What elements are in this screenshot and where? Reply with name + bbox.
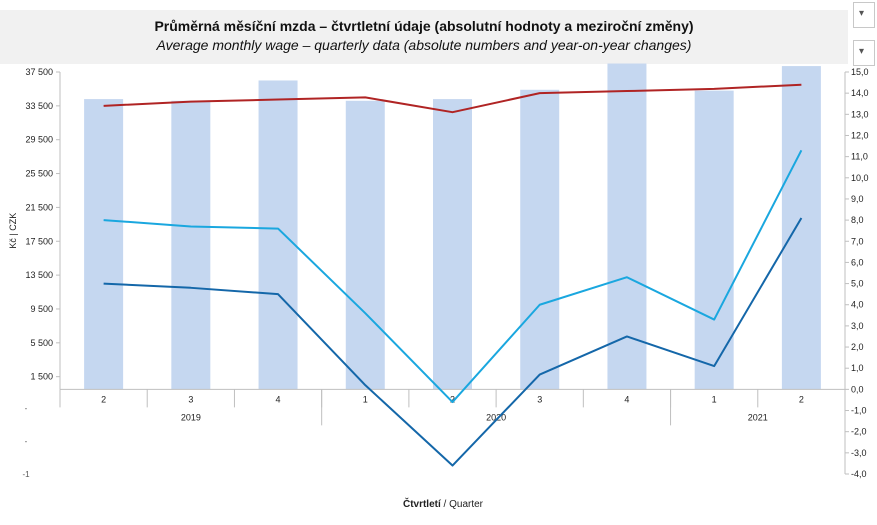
right-tick-label: -4,0 xyxy=(851,469,867,479)
year-label: 2019 xyxy=(181,412,201,422)
right-tick-label: 2,0 xyxy=(851,342,864,352)
chart-subtitle: Average monthly wage – quarterly data (a… xyxy=(156,37,692,53)
year-label: 2021 xyxy=(748,412,768,422)
right-tick-label: -3,0 xyxy=(851,448,867,458)
quarter-label: 2 xyxy=(799,394,804,404)
quarter-label: 4 xyxy=(624,394,629,404)
series-line-2 xyxy=(103,149,803,404)
bar xyxy=(607,63,647,390)
chevron-down-icon: ▾ xyxy=(859,46,865,57)
bar xyxy=(520,89,560,390)
left-tick-label: 9 500 xyxy=(30,304,53,314)
quarter-label: 1 xyxy=(712,394,717,404)
x-axis-title-bold: Čtvrtletí xyxy=(403,497,442,510)
x-axis-title: Čtvrtletí / Quarter xyxy=(403,497,484,510)
y-axis-title: Kč | CZK xyxy=(8,213,18,249)
right-tick-label: 0,0 xyxy=(851,384,864,394)
right-tick-label: -1,0 xyxy=(851,406,867,416)
bar xyxy=(781,66,821,390)
bar xyxy=(171,100,211,390)
right-tick-label: 5,0 xyxy=(851,279,864,289)
right-tick-label: -2,0 xyxy=(851,427,867,437)
x-axis-title-rest: / Quarter xyxy=(441,499,484,510)
left-tick-label: 29 500 xyxy=(25,135,53,145)
right-tick-label: 12,0 xyxy=(851,130,869,140)
left-tick-label: 21 500 xyxy=(25,202,53,212)
left-tick-label: 1 500 xyxy=(30,372,53,382)
quarter-label: 3 xyxy=(188,394,193,404)
bar xyxy=(694,90,734,390)
right-tick-label: 7,0 xyxy=(851,236,864,246)
quarter-label: 1 xyxy=(363,394,368,404)
left-tick-label: 37 500 xyxy=(25,67,53,77)
quarter-label: 2 xyxy=(101,394,106,404)
right-tick-label: 15,0 xyxy=(851,67,869,77)
left-extra-label: - xyxy=(25,404,28,413)
series-line-3 xyxy=(103,217,803,467)
left-tick-label: 33 500 xyxy=(25,101,53,111)
quarter-label: 2 xyxy=(450,394,455,404)
quarter-label: 4 xyxy=(276,394,281,404)
right-tick-label: 4,0 xyxy=(851,300,864,310)
right-tick-label: 8,0 xyxy=(851,215,864,225)
left-extra-label: -1 xyxy=(22,470,30,479)
right-tick-label: 6,0 xyxy=(851,257,864,267)
chart-title: Průměrná měsíční mzda – čtvrtletní údaje… xyxy=(154,18,694,34)
right-tick-label: 14,0 xyxy=(851,88,869,98)
filter-icon: ▾ xyxy=(859,8,865,19)
right-tick-label: 9,0 xyxy=(851,194,864,204)
left-tick-label: 17 500 xyxy=(25,236,53,246)
right-tick-label: 13,0 xyxy=(851,109,869,119)
left-tick-label: 25 500 xyxy=(25,169,53,179)
series-line-1 xyxy=(103,83,802,114)
right-tick-label: 10,0 xyxy=(851,173,869,183)
chart-header xyxy=(0,10,848,64)
right-tick-label: 1,0 xyxy=(851,363,864,373)
right-tick-label: 3,0 xyxy=(851,321,864,331)
left-tick-label: 13 500 xyxy=(25,270,53,280)
chevron-button[interactable]: ▾ xyxy=(853,40,875,66)
left-extra-label: - xyxy=(25,437,28,446)
bar xyxy=(84,99,124,390)
filter-button[interactable]: ▾ xyxy=(853,2,875,28)
bar xyxy=(258,80,298,390)
bar xyxy=(345,100,385,390)
year-label: 2020 xyxy=(486,412,506,422)
bar xyxy=(433,99,472,390)
left-tick-label: 5 500 xyxy=(30,338,53,348)
right-tick-label: 11,0 xyxy=(851,152,868,162)
quarter-label: 3 xyxy=(537,394,542,404)
